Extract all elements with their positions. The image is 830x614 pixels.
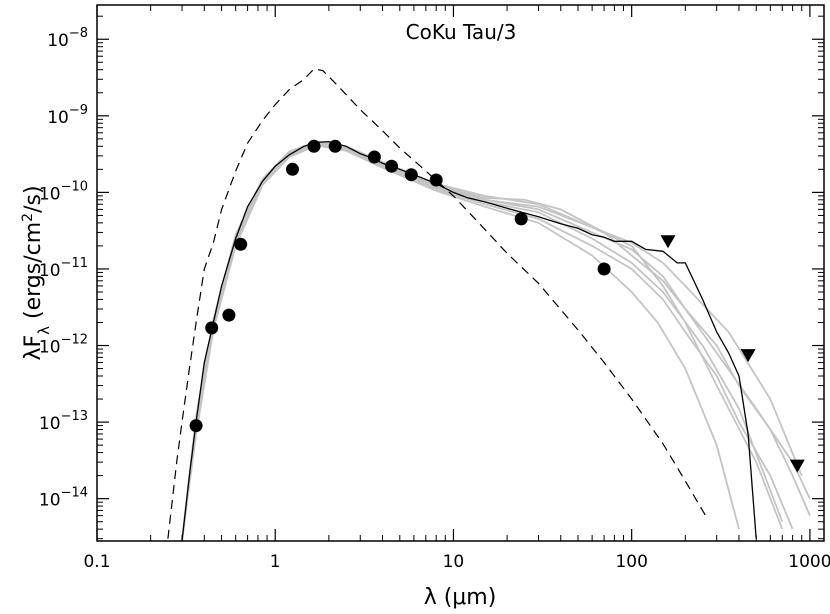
model-fit-line [181,143,794,541]
data-point [234,237,248,251]
data-point [307,139,321,153]
data-point [367,150,381,164]
data-point [205,321,219,335]
data-point [328,139,342,153]
x-axis-label: λ (μm) [424,585,497,610]
best-fit-line [181,140,757,541]
model-fit-line [181,144,740,541]
data-point [286,162,299,176]
y-tick-label: 10−13 [39,409,88,434]
y-tick-label: 10−12 [39,333,88,358]
axis-ticks: 0.1 1 10 100 1000 10−14 10−13 10−12 10−11 10−10 10… [39,5,830,572]
x-tick-label: 1 [270,552,281,572]
y-tick-label: 10−9 [47,103,88,128]
x-tick-label: 10 [443,552,465,572]
data-point [222,308,236,322]
data-point [429,173,443,187]
upper-limit-marker [660,235,676,249]
upper-limit-marker [740,349,756,363]
data-point [189,419,203,433]
x-tick-label: 100 [615,552,647,572]
data-point [385,159,399,173]
model-fit-line [181,142,811,541]
photosphere-line [167,68,707,539]
y-tick-label: 10−10 [39,179,88,204]
photosphere-layer [167,68,707,539]
x-tick-label: 0.1 [83,552,110,572]
plot-frame [96,4,825,542]
upper-limits-layer [660,235,805,473]
data-point [597,262,611,276]
upper-limit-marker [789,459,805,473]
y-tick-label: 10−14 [39,486,88,511]
y-tick-label: 10−8 [47,26,88,51]
x-tick-label: 1000 [788,552,830,572]
data-point [514,212,528,226]
model-fits-layer [181,140,811,541]
chart-title: CoKu Tau/3 [406,20,517,44]
y-tick-label: 10−11 [39,256,88,281]
data-point [404,168,418,182]
observed-points-layer [189,139,611,433]
best-fit-layer [181,140,757,541]
